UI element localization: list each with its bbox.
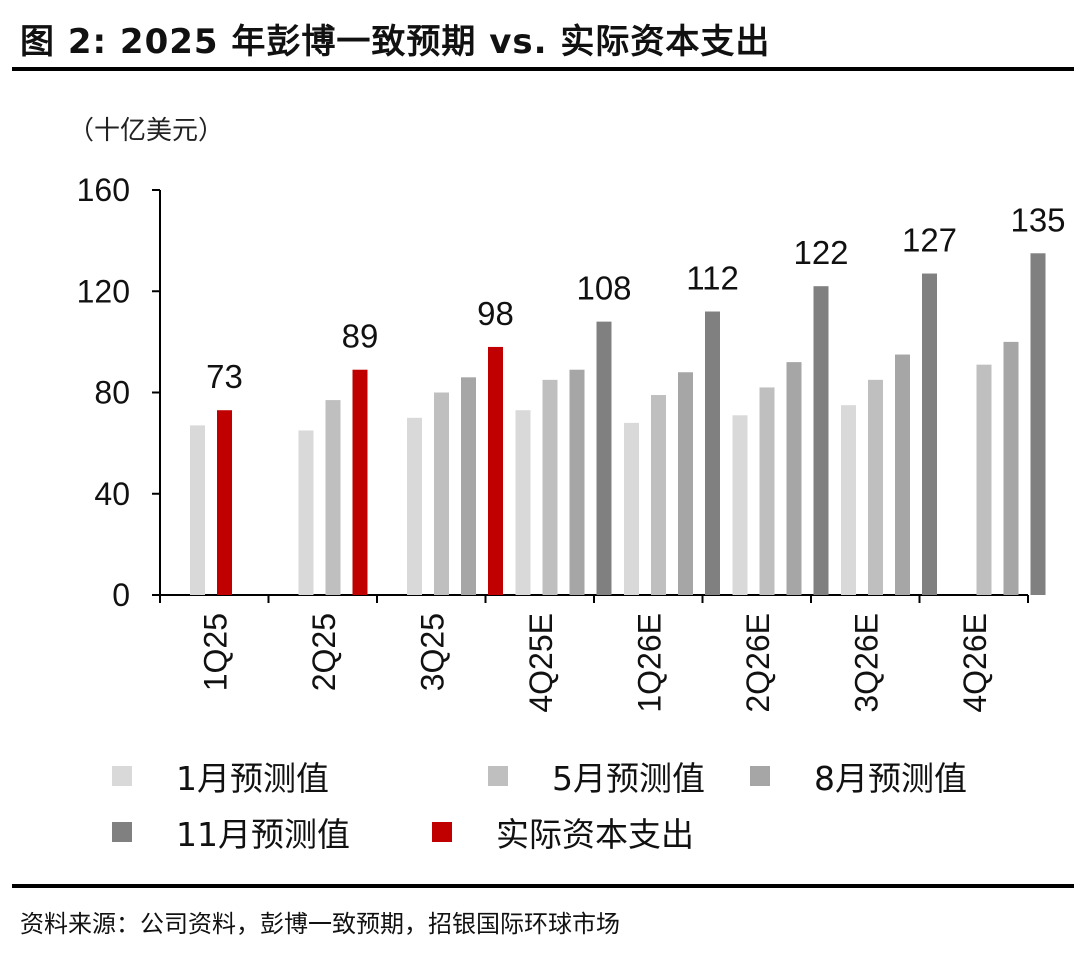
x-tick-label: 2Q26E <box>740 613 776 713</box>
legend-item: 8月预测值 <box>750 752 967 800</box>
data-label: 89 <box>342 318 379 355</box>
x-tick-label: 3Q26E <box>848 613 884 713</box>
bar-4Q25E-5月预测值 <box>542 379 558 595</box>
data-label: 73 <box>206 358 243 395</box>
source-note: 资料来源：公司资料，彭博一致预期，招银国际环球市场 <box>20 910 620 938</box>
legend-label: 5月预测值 <box>552 759 705 798</box>
bar-3Q25-1月预测值 <box>407 417 422 595</box>
bar-1Q25-实际资本支出 <box>217 410 232 595</box>
x-tick-label: 4Q25E <box>523 613 559 713</box>
legend-swatch <box>432 822 452 842</box>
unit-label: （十亿美元） <box>68 116 225 146</box>
legend-swatch <box>112 822 132 842</box>
legend-swatch <box>488 766 508 786</box>
legend-swatch <box>750 766 770 786</box>
bar-4Q26E-8月预测值 <box>1003 341 1019 595</box>
bar-chart: 0 40 80 120 160 73 1Q25 89 2Q25 98 3Q25 108 4Q25E 112… <box>77 172 1066 713</box>
data-label: 135 <box>1010 201 1065 238</box>
bar-2Q26E-5月预测值 <box>759 387 775 595</box>
bar-4Q25E-1月预测值 <box>515 410 531 595</box>
legend-label: 8月预测值 <box>814 759 967 798</box>
bar-1Q26E-5月预测值 <box>651 395 666 595</box>
x-tick-label: 1Q25 <box>197 613 233 691</box>
bar-2Q25-5月预测值 <box>325 400 341 595</box>
bar-3Q26E-5月预测值 <box>868 379 883 595</box>
legend-swatch <box>112 766 132 786</box>
bar-3Q26E-1月预测值 <box>841 405 856 595</box>
bar-2Q26E-11月预测值 <box>813 286 829 595</box>
bar-4Q26E-11月预测值 <box>1030 253 1046 595</box>
legend-label: 11月预测值 <box>176 815 350 854</box>
y-tick-label: 160 <box>77 172 130 208</box>
bar-2Q26E-1月预测值 <box>732 415 748 595</box>
data-label: 112 <box>686 260 739 297</box>
y-tick-label: 120 <box>77 273 130 309</box>
chart-title: 图 2: 2025 年彭博一致预期 vs. 实际资本支出 <box>20 22 771 62</box>
bottom-divider <box>12 884 1074 888</box>
bar-3Q26E-8月预测值 <box>895 354 910 595</box>
bar-3Q25-实际资本支出 <box>488 346 503 595</box>
bar-2Q25-1月预测值 <box>298 430 314 595</box>
bar-1Q25-1月预测值 <box>190 425 205 595</box>
y-tick-label: 40 <box>94 476 130 512</box>
data-label: 98 <box>477 295 514 332</box>
data-label: 108 <box>576 270 631 307</box>
x-tick-label: 1Q26E <box>631 613 667 713</box>
bar-4Q25E-11月预测值 <box>596 321 612 595</box>
legend-item: 1月预测值 <box>112 752 329 800</box>
bar-1Q26E-8月预测值 <box>678 372 693 595</box>
legend-label: 实际资本支出 <box>496 815 694 854</box>
legend-item: 5月预测值 <box>488 752 705 800</box>
legend-item: 11月预测值 <box>112 808 350 856</box>
bar-3Q25-8月预测值 <box>461 377 476 595</box>
bar-4Q26E-5月预测值 <box>976 364 992 595</box>
data-label: 122 <box>793 234 848 271</box>
legend-label: 1月预测值 <box>176 759 329 798</box>
bar-4Q25E-8月预测值 <box>569 369 585 595</box>
bar-3Q25-5月预测值 <box>434 392 449 595</box>
top-divider <box>12 67 1074 71</box>
bar-2Q26E-8月预测值 <box>786 362 802 595</box>
data-label: 127 <box>902 222 957 259</box>
bar-2Q25-实际资本支出 <box>352 369 368 595</box>
bar-1Q26E-11月预测值 <box>705 311 720 595</box>
bar-3Q26E-11月预测值 <box>922 273 937 595</box>
x-tick-label: 4Q26E <box>957 613 993 713</box>
y-tick-label: 0 <box>112 577 130 613</box>
legend-item: 实际资本支出 <box>432 808 694 856</box>
y-tick-label: 80 <box>94 375 130 411</box>
x-tick-label: 3Q25 <box>414 613 450 691</box>
x-tick-label: 2Q25 <box>306 613 342 691</box>
bar-1Q26E-1月预测值 <box>624 422 639 595</box>
